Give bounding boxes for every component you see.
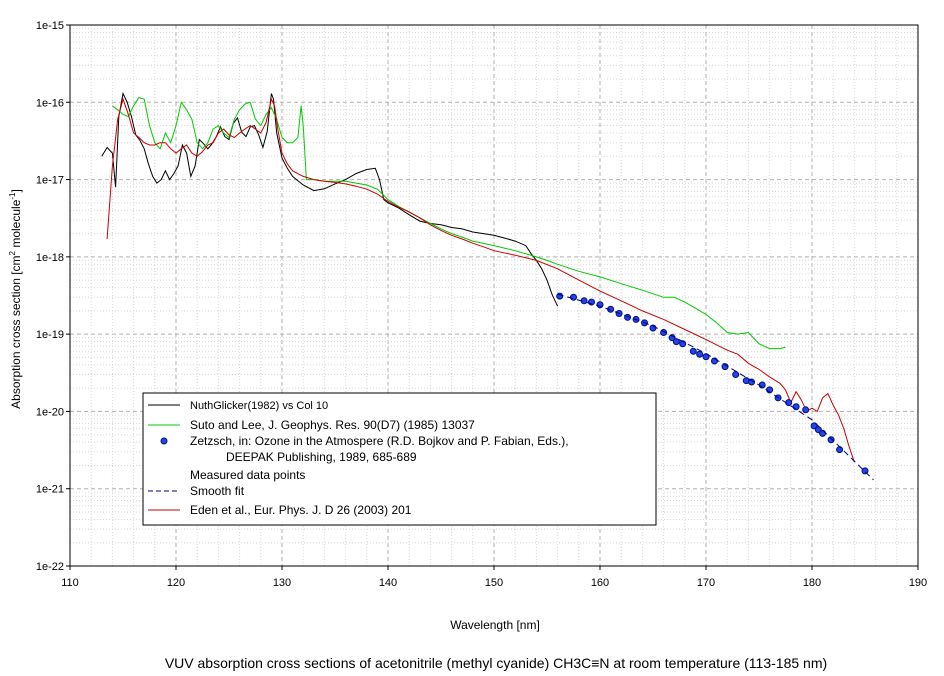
- y-axis-label: Absorption cross section [cm2 molecule-1…: [8, 189, 23, 409]
- x-tick-label: 160: [591, 577, 609, 589]
- legend-label-suto: Suto and Lee, J. Geophys. Res. 90(D7) (1…: [190, 418, 475, 432]
- y-tick-label: 1e-16: [36, 97, 64, 109]
- legend-label-smooth-fit: Smooth fit: [190, 484, 245, 498]
- x-tick-label: 120: [167, 577, 185, 589]
- tick-labels: 110 120 130 140 150 160 170 180 190 1e-22 1e-21 1e-…: [36, 20, 927, 589]
- y-axis-label-mid: molecule: [9, 199, 23, 251]
- series-line-suto-and-lee-j-geophys-res-90-d7-1985-13037: [112, 97, 786, 350]
- x-tick-label: 170: [697, 577, 715, 589]
- legend-label-zetzsch: Zetzsch, in: Ozone in the Atmospere (R.D…: [190, 434, 569, 448]
- data-point: [732, 371, 740, 379]
- legend: NuthGlicker(1982) vs Col 10 Suto and Lee…: [142, 392, 657, 526]
- y-tick-label: 1e-15: [36, 20, 64, 32]
- data-point: [721, 363, 729, 371]
- data-point: [748, 378, 756, 386]
- y-axis-label-sup2: -1: [8, 192, 17, 200]
- series-line-smooth-fit: [557, 293, 874, 481]
- chart-caption: VUV absorption cross sections of acetoni…: [165, 655, 827, 671]
- series-line-eden-et-al-eur-phys-j-d-26-2003-201: [106, 97, 855, 463]
- x-tick-label: 150: [485, 577, 503, 589]
- data-point: [810, 422, 818, 430]
- y-tick-label: 1e-20: [36, 406, 64, 418]
- legend-box: [142, 392, 657, 526]
- legend-label-measured: Measured data points: [190, 468, 305, 482]
- legend-swatch-zetzsch: [160, 437, 168, 445]
- y-axis-label-sup1: 2: [8, 250, 17, 255]
- x-tick-label: 180: [803, 577, 821, 589]
- legend-label-nuthglicker: NuthGlicker(1982) vs Col 10: [190, 400, 328, 412]
- data-point: [792, 403, 800, 411]
- y-tick-label: 1e-21: [36, 484, 64, 496]
- x-tick-label: 190: [909, 577, 927, 589]
- data-point: [827, 436, 835, 444]
- series-layer: [101, 91, 874, 481]
- x-tick-label: 110: [61, 577, 79, 589]
- y-tick-label: 1e-17: [36, 175, 64, 187]
- x-axis-label: Wavelength [nm]: [450, 618, 540, 632]
- series-line-nuthglicker-1982-vs-col-10: [101, 91, 559, 307]
- data-point: [836, 446, 844, 454]
- data-point: [672, 338, 680, 346]
- x-tick-label: 140: [379, 577, 397, 589]
- data-point: [570, 293, 577, 301]
- y-axis-label-main: Absorption cross section [cm: [9, 255, 23, 408]
- data-point: [819, 429, 827, 437]
- legend-label-eden: Eden et al., Eur. Phys. J. D 26 (2003) 2…: [190, 503, 412, 517]
- x-tick-label: 130: [273, 577, 291, 589]
- y-tick-label: 1e-19: [36, 329, 64, 341]
- y-tick-label: 1e-22: [36, 561, 64, 573]
- axes: [66, 24, 919, 570]
- y-axis-label-end: ]: [9, 189, 23, 192]
- data-point: [802, 406, 810, 414]
- data-point: [689, 347, 697, 355]
- data-point: [596, 301, 604, 309]
- data-point: [696, 350, 704, 358]
- y-tick-label: 1e-18: [36, 252, 64, 264]
- legend-label-zetzsch-line2: DEEPAK Publishing, 1989, 685-689: [226, 450, 417, 464]
